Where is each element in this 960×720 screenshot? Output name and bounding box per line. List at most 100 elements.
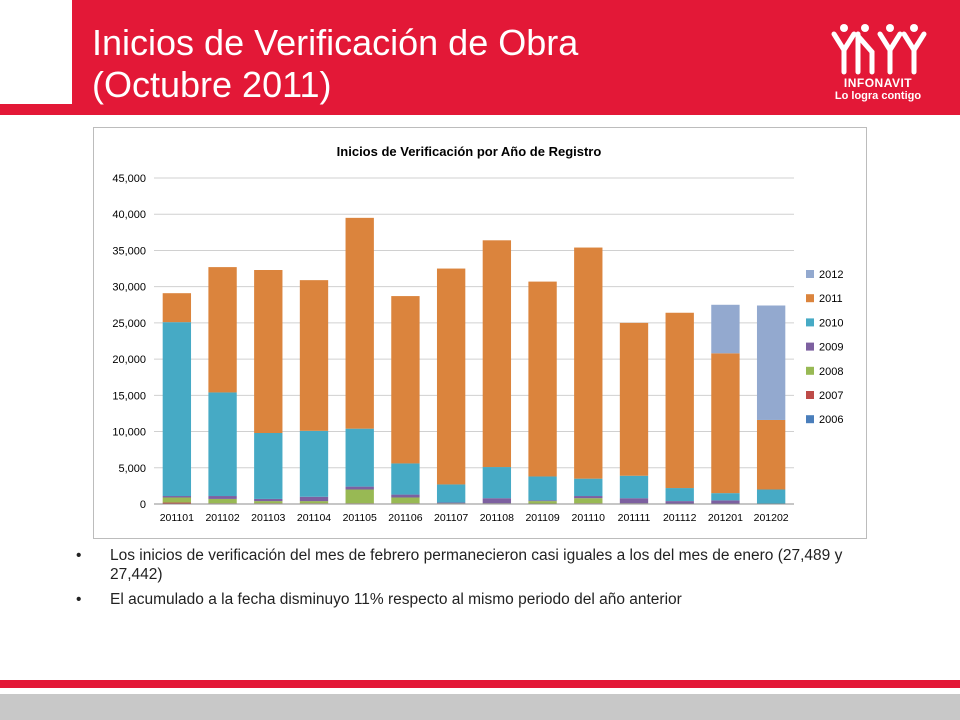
x-tick-label: 201109 [525,512,559,524]
logo-figures-icon [831,24,927,75]
x-tick-label: 201101 [160,512,194,524]
bar-segment-2011-201101 [162,293,192,323]
legend-swatch-2010 [806,318,814,327]
bar-segment-2011-201105 [345,217,374,429]
stacked-bar-chart: Inicios de Verificación por Año de Regis… [112,144,843,524]
x-tick-label: 201104 [297,512,331,524]
bar-segment-2008-201104 [299,501,329,504]
y-tick-label: 0 [140,499,146,511]
bar-segment-2010-201106 [391,463,420,495]
chart-container: Inicios de Verificación por Año de Regis… [93,127,867,539]
bar-segment-2010-201107 [436,484,466,503]
bullet-item-1: • Los inicios de verificación del mes de… [76,546,856,584]
legend-label-2006: 2006 [819,414,843,426]
bar-segment-2009-201105 [345,486,374,490]
legend-swatch-2008 [806,366,814,375]
bar-segment-2009-201106 [391,494,420,498]
bar-segment-2008-201110 [574,498,603,504]
x-tick-label: 201105 [343,512,377,524]
logo-name: INFONAVIT [843,76,913,90]
y-tick-label: 10,000 [112,427,146,439]
legend-label-2012: 2012 [819,269,843,281]
bar-segment-2009-201108 [482,498,512,504]
x-tick-label: 201201 [708,512,743,524]
y-tick-label: 20,000 [112,354,146,366]
bar-segment-2010-201102 [208,392,237,497]
bar-segment-2009-201111 [619,498,649,504]
bar-segment-2011-201106 [391,296,420,464]
bars [162,217,786,504]
bar-segment-2010-201112 [665,488,694,502]
bar-segment-2010-201101 [162,322,192,497]
legend-label-2009: 2009 [819,342,843,354]
y-tick-label: 25,000 [112,318,146,330]
bar-segment-2010-201109 [528,476,557,501]
bar-segment-2010-201104 [299,430,329,497]
bullet-item-2: • El acumulado a la fecha disminuyo 11% … [76,590,856,609]
bar-segment-2009-201201 [711,500,740,504]
bar-segment-2009-201109 [528,500,557,502]
x-tick-label: 201106 [388,512,422,524]
y-tick-label: 5,000 [118,463,146,475]
bar-segment-2010-201202 [756,489,786,504]
legend-swatch-2012 [806,270,814,278]
bar-segment-2009-201107 [436,502,466,504]
bar-segment-2009-201101 [162,496,192,498]
axes: 0 5,000 10,000 15,000 20,000 25,000 30,000 35,0… [112,173,794,524]
bullet-text-2: El acumulado a la fecha disminuyo 11% re… [110,591,682,608]
x-tick-label: 201202 [754,512,789,524]
bar-segment-2010-201103 [254,433,283,499]
bullet-text-1: Los inicios de verificación del mes de f… [110,547,843,583]
x-tick-label: 201107 [434,512,468,524]
bar-segment-2009-201103 [254,498,283,502]
bar-segment-2008-201105 [345,489,374,504]
bar-segment-2012-201201 [711,304,740,354]
bar-segment-2011-201110 [574,247,603,479]
bullet-list: • Los inicios de verificación del mes de… [76,546,856,615]
bar-segment-2011-201108 [482,240,512,468]
bar-segment-2011-201102 [208,267,237,393]
legend-swatch-2011 [806,294,814,303]
bar-segment-2011-201202 [756,419,786,490]
bar-segment-2009-201112 [665,501,694,504]
legend: 2012 2011 2010 2009 2008 2007 2006 [806,269,843,426]
bar-segment-2010-201105 [345,428,374,487]
bar-segment-2010-201108 [482,467,512,499]
x-tick-label: 201112 [663,512,697,524]
bar-segment-2010-201110 [574,478,603,497]
bar-segment-2011-201201 [711,353,740,494]
gridlines [154,177,794,505]
x-tick-label: 201110 [572,512,606,524]
bar-segment-2008-201106 [391,497,420,504]
legend-label-2011: 2011 [819,293,843,305]
bar-segment-2011-201107 [436,268,466,485]
bar-segment-2011-201109 [528,281,557,477]
bar-segment-2011-201103 [254,270,283,434]
legend-swatch-2007 [806,391,814,399]
legend-label-2007: 2007 [819,390,843,402]
x-tick-label: 201102 [205,512,239,524]
slide-header [0,0,960,115]
legend-swatch-2006 [806,415,814,424]
legend-label-2010: 2010 [819,317,843,329]
bar-segment-2009-201102 [208,496,237,499]
footer-red-bar [0,680,960,688]
logo-slogan: Lo logra contigo [834,90,922,102]
bar-segment-2012-201202 [756,305,786,420]
bar-segment-2008-201103 [254,501,283,504]
legend-label-2008: 2008 [819,366,843,378]
bar-segment-2008-201101 [162,497,192,503]
y-tick-label: 45,000 [112,173,146,185]
x-tick-label: 201111 [618,512,651,524]
bar-segment-2009-201110 [574,496,603,499]
bullet-dot: • [76,591,82,608]
bar-segment-2011-201104 [299,280,329,431]
legend-swatch-2009 [806,342,814,351]
y-tick-label: 30,000 [112,282,146,294]
bar-segment-2009-201104 [299,496,329,502]
chart-title: Inicios de Verificación por Año de Regis… [337,144,602,159]
bar-segment-2010-201201 [711,493,740,501]
y-tick-label: 40,000 [112,209,146,221]
header-notch [0,0,72,104]
x-tick-label: 201103 [251,512,285,524]
